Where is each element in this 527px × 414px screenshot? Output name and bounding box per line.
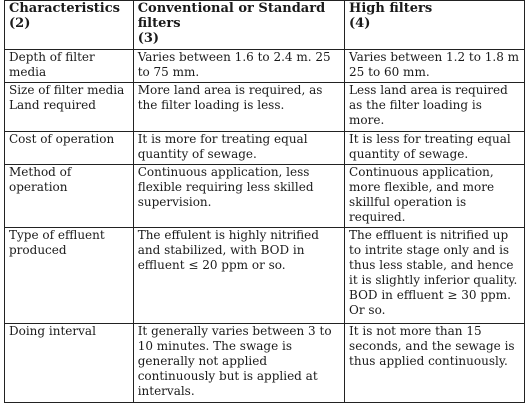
header-characteristics: Characteristics (2) [4, 0, 134, 50]
header-title: Conventional or Standard filters [137, 1, 326, 32]
table-row: Depth of filter media Varies between 1.6… [4, 49, 525, 83]
cell-characteristic: Doing interval [4, 323, 134, 403]
cell-conventional: More land area is required, as the filte… [132, 82, 346, 132]
header-title: High filters [349, 1, 433, 17]
header-row: Characteristics (2) Conventional or Stan… [4, 0, 525, 50]
cell-conventional: It generally varies between 3 to 10 minu… [132, 323, 346, 403]
cell-conventional: The effulent is highly nitrified and sta… [132, 227, 346, 324]
cell-high: It is less for treating equal quantity o… [344, 131, 525, 165]
header-number: (4) [349, 16, 371, 31]
table-row: Size of filter media Land required More … [4, 82, 525, 132]
header-number: (3) [137, 31, 160, 46]
table-row: Type of effluent produced The effulent i… [4, 227, 525, 324]
cell-high: The effluent is nitrified up to intrite … [344, 227, 525, 324]
cell-characteristic: Depth of filter media [4, 49, 134, 83]
header-high-filters: High filters (4) [344, 0, 525, 50]
table-row: Cost of operation It is more for treatin… [4, 131, 525, 165]
header-number: (2) [9, 16, 31, 31]
table-row: Method of operation Continuous applicati… [4, 164, 525, 228]
comparison-table: Characteristics (2) Conventional or Stan… [4, 0, 525, 403]
cell-conventional: Continuous application, less flexible re… [132, 164, 346, 228]
cell-high: It is not more than 15 seconds, and the … [344, 323, 525, 403]
cell-characteristic: Cost of operation [4, 131, 134, 165]
header-title: Characteristics [9, 1, 120, 17]
cell-high: Less land area is required as the filter… [344, 82, 525, 132]
cell-high: Varies between 1.2 to 1.8 m 25 to 60 mm. [344, 49, 525, 83]
cell-conventional: Varies between 1.6 to 2.4 m. 25 to 75 mm… [132, 49, 346, 83]
cell-conventional: It is more for treating equal quantity o… [132, 131, 346, 165]
table-row: Doing interval It generally varies betwe… [4, 323, 525, 403]
cell-high: Continuous application, more flexible, a… [344, 164, 525, 228]
cell-characteristic: Size of filter media Land required [4, 82, 134, 132]
cell-characteristic: Method of operation [4, 164, 134, 228]
cell-characteristic: Type of effluent produced [4, 227, 134, 324]
header-conventional: Conventional or Standard filters (3) [132, 0, 346, 50]
